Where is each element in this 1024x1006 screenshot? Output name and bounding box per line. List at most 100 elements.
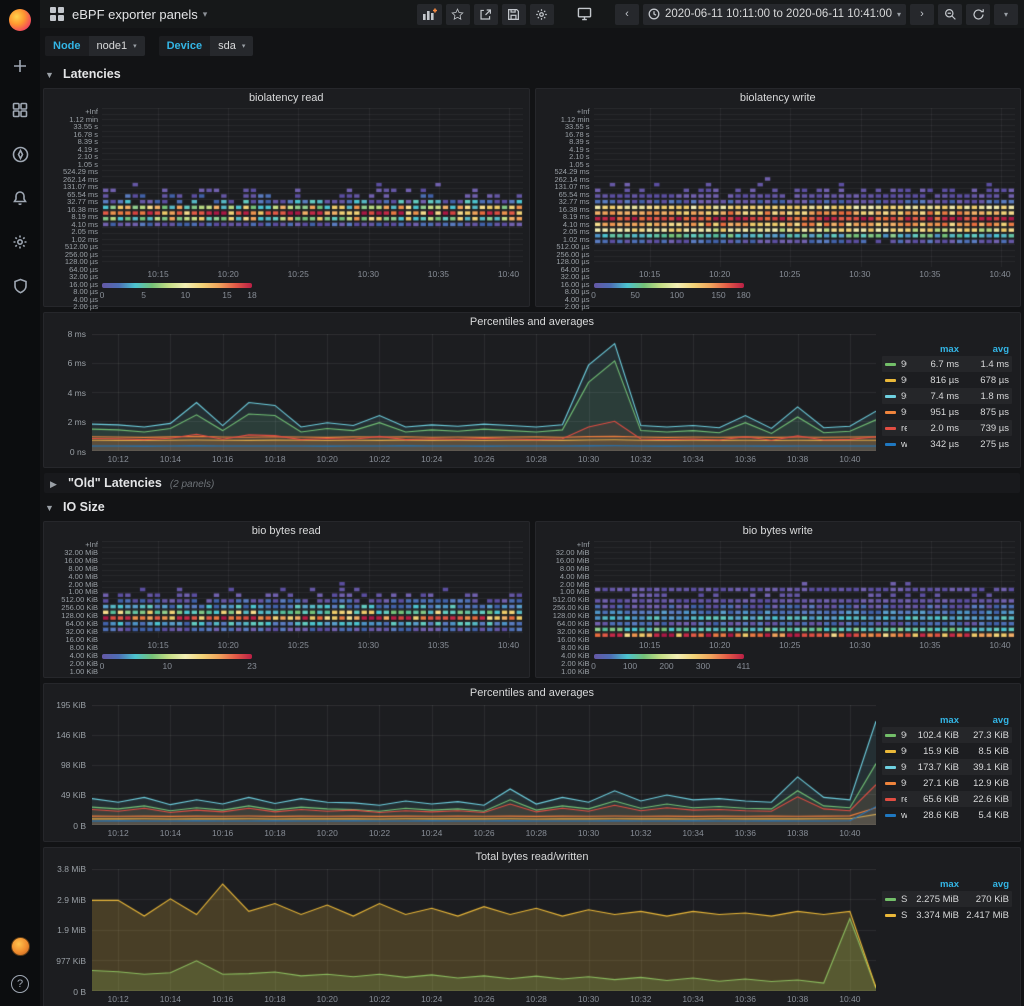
variable-device-picker[interactable]: Device sda ▾ (158, 36, 254, 56)
save-button[interactable] (501, 3, 526, 25)
profile-menu-item[interactable] (8, 934, 32, 958)
panel-title[interactable]: Percentiles and averages (469, 316, 595, 328)
legend-row[interactable]: 90% read 6.7 ms 1.4 ms (882, 356, 1012, 372)
refresh-interval-button[interactable]: ▾ (994, 3, 1018, 25)
heatmap-canvas[interactable] (102, 108, 523, 267)
series-name[interactable]: read average (901, 793, 907, 805)
panel-title[interactable]: bio bytes write (742, 525, 813, 537)
y-axis-label: 1.00 KiB (561, 666, 590, 676)
series-name[interactable]: write average (901, 809, 907, 821)
time-back-button[interactable]: ‹ (614, 3, 639, 25)
legend-row[interactable]: 95% write 27.1 KiB 12.9 KiB (882, 775, 1012, 791)
zoom-out-button[interactable] (938, 3, 962, 25)
legend-row[interactable]: 90% write 15.9 KiB 8.5 KiB (882, 743, 1012, 759)
heatmap-color-scale: 0 50 100 150 180 (591, 280, 1015, 304)
legend-value: 1.4 ms (980, 358, 1009, 370)
create-menu-item[interactable] (8, 54, 32, 78)
heatmap-color-scale: 0 5 10 15 18 (100, 280, 523, 304)
panel-title[interactable]: biolatency write (739, 92, 816, 104)
series-name[interactable]: Sum write (901, 909, 907, 921)
y-axis-label: 32.00 MiB (555, 547, 590, 557)
series-name[interactable]: 90% read (901, 729, 907, 741)
legend-row[interactable]: 90% write 816 µs 678 µs (882, 372, 1012, 388)
line-chart-canvas[interactable] (92, 705, 876, 825)
legend-row[interactable]: Sum write 3.374 MiB 2.417 MiB (882, 907, 1012, 923)
scale-tick-label: 5 (141, 290, 147, 300)
series-name[interactable]: 95% write (901, 777, 907, 789)
section-io-size[interactable]: ▼ IO Size (43, 497, 1021, 518)
x-axis-label: 10:16 (212, 454, 234, 464)
share-button[interactable] (473, 3, 498, 25)
legend-row[interactable]: Sum read 2.275 MiB 270 KiB (882, 891, 1012, 907)
dashboard-settings-button[interactable] (529, 3, 554, 25)
time-range-picker[interactable]: 2020-06-11 10:11:00 to 2020-06-11 10:41:… (642, 3, 906, 25)
series-color-swatch (885, 426, 896, 430)
series-name[interactable]: write average (901, 438, 907, 450)
panel-title[interactable]: Total bytes read/written (475, 851, 589, 863)
line-chart-canvas[interactable] (92, 334, 876, 451)
y-axis-label: 16.78 s (564, 129, 590, 139)
panel-title[interactable]: biolatency read (248, 92, 324, 104)
line-chart-canvas[interactable] (92, 869, 876, 991)
y-axis-label: 0 B (73, 820, 86, 831)
section-old-latencies[interactable]: ▶ "Old" Latencies (2 panels) (44, 473, 1020, 493)
legend-row[interactable]: read average 65.6 KiB 22.6 KiB (882, 791, 1012, 807)
configuration-menu-item[interactable] (8, 230, 32, 254)
server-admin-menu-item[interactable] (8, 274, 32, 298)
x-axis-label: 10:40 (497, 269, 520, 279)
explore-menu-item[interactable] (8, 142, 32, 166)
legend-row[interactable]: 95% read 7.4 ms 1.8 ms (882, 388, 1012, 404)
add-panel-button[interactable] (416, 3, 442, 25)
legend-row[interactable]: 95% write 951 µs 875 µs (882, 404, 1012, 420)
series-name[interactable]: 95% read (901, 761, 907, 773)
dashboards-menu-item[interactable] (8, 98, 32, 122)
series-name[interactable]: 95% read (901, 390, 907, 402)
y-axis-label: +Inf (85, 540, 98, 549)
heatmap-canvas[interactable] (102, 541, 523, 638)
y-axis-label: 16.00 µs (560, 279, 590, 289)
chevron-down-icon: ▾ (241, 43, 246, 50)
cycle-view-mode-button[interactable] (572, 4, 597, 25)
grafana-logo[interactable] (0, 0, 40, 40)
x-axis-label: 10:18 (264, 454, 286, 464)
title-caret-icon[interactable]: ▾ (202, 8, 208, 19)
panel-title[interactable]: bio bytes read (251, 525, 321, 537)
scale-tick-label: 10 (162, 661, 172, 671)
legend-row[interactable]: write average 28.6 KiB 5.4 KiB (882, 807, 1012, 823)
series-name[interactable]: 90% read (901, 358, 907, 370)
legend-row[interactable]: 90% read 102.4 KiB 27.3 KiB (882, 727, 1012, 743)
time-forward-button[interactable]: › (910, 3, 934, 25)
y-axis-label: 8.00 µs (564, 287, 590, 296)
series-color-swatch (885, 442, 896, 446)
y-axis-label: 32.77 ms (67, 197, 98, 206)
heatmap-canvas[interactable] (593, 108, 1015, 267)
series-name[interactable]: read average (901, 422, 907, 434)
help-menu-item[interactable]: ? (8, 972, 32, 996)
x-axis-label: 10:35 (427, 640, 450, 650)
y-axis-label: 32.00 MiB (64, 547, 98, 557)
section-latencies[interactable]: ▼ Latencies (43, 64, 1021, 85)
y-axis-label: 1.00 KiB (69, 666, 98, 676)
series-name[interactable]: 90% write (901, 374, 907, 386)
heatmap-canvas[interactable] (593, 541, 1015, 638)
dashboard-title[interactable]: eBPF exporter panels (72, 6, 198, 22)
series-name[interactable]: 90% write (901, 745, 907, 757)
panel-title[interactable]: Percentiles and averages (469, 687, 595, 699)
series-name[interactable]: Sum read (901, 893, 907, 905)
series-name[interactable]: 95% write (901, 406, 907, 418)
legend-row[interactable]: read average 2.0 ms 739 µs (882, 420, 1012, 436)
y-axis-label: 64.00 µs (69, 264, 98, 274)
legend-row[interactable]: 95% read 173.7 KiB 39.1 KiB (882, 759, 1012, 775)
y-axis-label: 4.00 KiB (561, 650, 590, 660)
x-axis-label: 10:22 (368, 828, 391, 838)
variable-node-picker[interactable]: Node node1 ▾ (45, 36, 145, 56)
legend-row[interactable]: write average 342 µs 275 µs (882, 436, 1012, 452)
star-button[interactable] (445, 3, 470, 25)
alerting-menu-item[interactable] (8, 186, 32, 210)
y-axis-label: 3.8 MiB (57, 864, 86, 874)
refresh-button[interactable] (966, 3, 990, 25)
y-axis-label: 131.07 ms (554, 182, 590, 191)
y-axis-label: 1.00 MiB (559, 587, 590, 597)
y-axis-label: 512.00 KiB (61, 595, 98, 605)
